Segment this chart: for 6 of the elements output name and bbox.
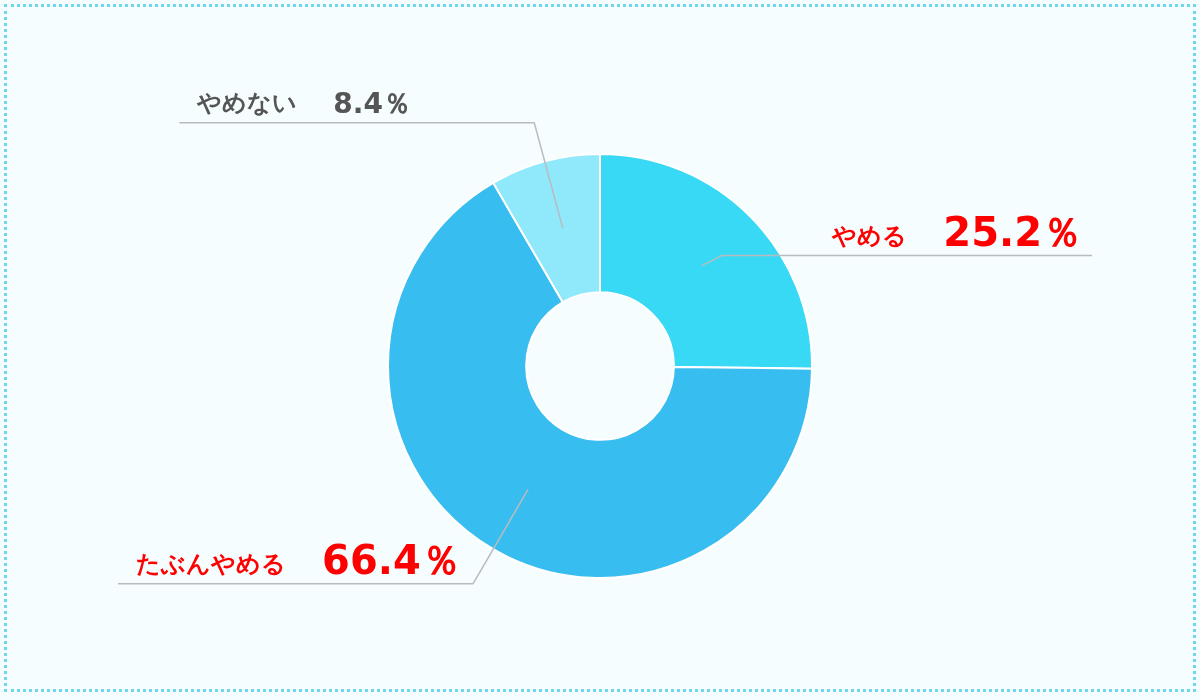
slice-label: やめる bbox=[831, 221, 908, 250]
data-label: 66.4％ bbox=[322, 536, 461, 583]
slice-label: やめない bbox=[196, 88, 298, 117]
data-label: 8.4％ bbox=[333, 86, 411, 120]
data-label: 25.2％ bbox=[943, 208, 1083, 255]
slice-label: たぶんやめる bbox=[136, 549, 287, 578]
